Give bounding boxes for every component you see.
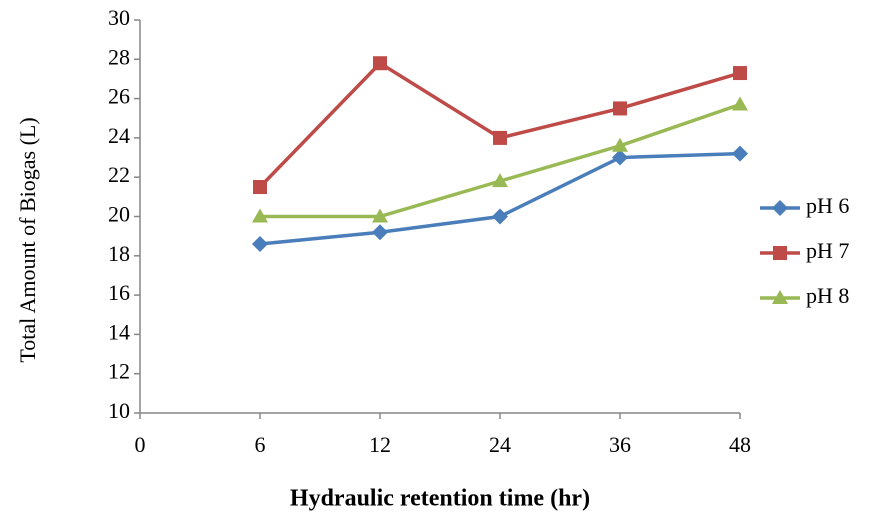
legend-label: pH 7 [806,238,849,263]
data-point [492,208,508,225]
data-point [252,208,268,223]
data-point [372,208,388,223]
y-tick-label: 14 [108,319,130,344]
data-point [612,137,628,152]
y-tick-label: 10 [108,398,130,423]
y-tick-label: 22 [108,162,130,187]
data-point [492,173,508,188]
x-axis-title: Hydraulic retention time (hr) [290,486,590,512]
legend-marker [772,290,788,304]
y-tick-label: 12 [108,359,130,384]
data-point [733,66,747,81]
legend-label: pH 8 [806,283,849,308]
data-point [732,145,748,162]
y-tick-label: 20 [108,202,130,227]
series-line [260,102,741,219]
legend-marker [773,246,787,260]
data-point [732,96,748,111]
x-tick-label: 24 [489,432,511,457]
data-point [612,149,628,166]
data-point [252,236,268,253]
legend-marker [772,200,788,216]
data-point [373,56,387,71]
data-point [613,101,627,116]
y-tick-label: 30 [108,5,130,30]
y-tick-label: 28 [108,44,130,69]
x-tick-label: 36 [609,432,631,457]
x-tick-label: 0 [135,432,146,457]
data-point [253,180,267,195]
y-tick-label: 26 [108,84,130,109]
data-point [372,224,388,241]
x-tick-label: 48 [729,432,751,457]
x-tick-label: 6 [255,432,266,457]
legend-label: pH 6 [806,193,849,218]
y-tick-label: 16 [108,280,130,305]
y-tick-label: 24 [108,123,130,148]
x-tick-label: 12 [369,432,391,457]
y-tick-label: 18 [108,241,130,266]
data-point [493,130,507,145]
series-line [258,60,741,189]
y-axis-title: Total Amount of Biogas (L) [15,117,40,362]
series-line [259,151,741,246]
